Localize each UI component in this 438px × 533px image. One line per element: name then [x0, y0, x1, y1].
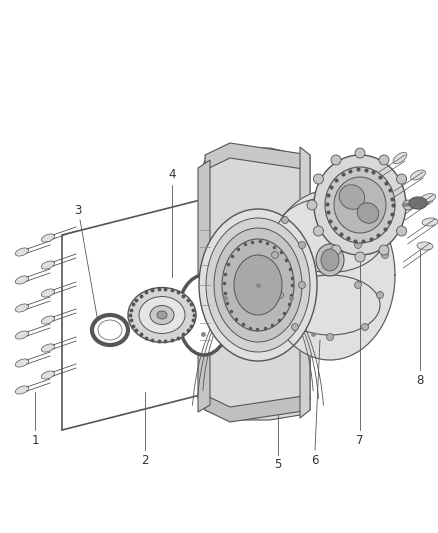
Text: 4: 4 [168, 168, 176, 182]
Polygon shape [205, 395, 310, 422]
Ellipse shape [150, 305, 174, 325]
Polygon shape [62, 195, 220, 430]
Ellipse shape [272, 252, 279, 259]
Ellipse shape [15, 359, 28, 367]
Ellipse shape [299, 281, 305, 288]
Ellipse shape [339, 185, 365, 209]
Text: 2: 2 [141, 454, 149, 466]
Ellipse shape [178, 275, 230, 355]
Ellipse shape [381, 252, 389, 259]
Ellipse shape [15, 276, 28, 284]
Ellipse shape [393, 152, 407, 164]
Polygon shape [300, 147, 310, 418]
Ellipse shape [314, 226, 323, 236]
Ellipse shape [371, 216, 378, 223]
Ellipse shape [354, 281, 361, 288]
Ellipse shape [396, 226, 406, 236]
Ellipse shape [41, 289, 55, 297]
Ellipse shape [299, 241, 305, 248]
Ellipse shape [331, 155, 341, 165]
Text: 3: 3 [74, 204, 82, 216]
Ellipse shape [409, 197, 427, 209]
Ellipse shape [361, 324, 368, 330]
Ellipse shape [199, 209, 317, 361]
Ellipse shape [128, 287, 196, 343]
Ellipse shape [410, 170, 425, 180]
Ellipse shape [307, 200, 317, 210]
Polygon shape [265, 190, 395, 360]
Ellipse shape [396, 174, 406, 184]
Polygon shape [198, 160, 210, 412]
Ellipse shape [326, 334, 333, 341]
Ellipse shape [325, 167, 395, 243]
Text: 5: 5 [274, 458, 282, 472]
Ellipse shape [276, 292, 283, 298]
Ellipse shape [314, 155, 406, 255]
Ellipse shape [355, 252, 365, 262]
Text: 7: 7 [356, 433, 364, 447]
Ellipse shape [403, 200, 413, 210]
Text: 8: 8 [416, 374, 424, 386]
Ellipse shape [331, 245, 341, 255]
Ellipse shape [417, 242, 433, 250]
Text: 1: 1 [31, 433, 39, 447]
Ellipse shape [92, 315, 128, 345]
Ellipse shape [98, 320, 122, 340]
Polygon shape [200, 148, 310, 420]
Text: 6: 6 [311, 454, 319, 466]
Ellipse shape [321, 249, 339, 271]
Ellipse shape [326, 204, 333, 211]
Ellipse shape [379, 245, 389, 255]
Ellipse shape [222, 239, 294, 331]
Ellipse shape [280, 275, 380, 335]
Ellipse shape [41, 261, 55, 269]
Ellipse shape [139, 296, 185, 334]
Ellipse shape [206, 218, 310, 352]
Ellipse shape [275, 198, 385, 272]
Ellipse shape [357, 203, 379, 223]
Ellipse shape [334, 177, 386, 233]
Ellipse shape [316, 244, 344, 276]
Ellipse shape [15, 386, 28, 394]
Ellipse shape [214, 228, 302, 342]
Ellipse shape [41, 371, 55, 379]
Ellipse shape [377, 292, 384, 298]
Ellipse shape [379, 155, 389, 165]
Ellipse shape [41, 344, 55, 352]
Ellipse shape [15, 304, 28, 312]
Ellipse shape [420, 193, 436, 203]
Ellipse shape [314, 174, 323, 184]
Ellipse shape [234, 255, 282, 315]
Ellipse shape [15, 248, 28, 256]
Ellipse shape [422, 218, 438, 226]
Ellipse shape [354, 241, 361, 248]
Ellipse shape [41, 234, 55, 242]
Ellipse shape [15, 331, 28, 339]
Ellipse shape [355, 148, 365, 158]
Ellipse shape [292, 324, 299, 330]
Ellipse shape [282, 216, 289, 223]
Ellipse shape [157, 311, 167, 319]
Ellipse shape [41, 316, 55, 324]
Polygon shape [205, 143, 310, 170]
